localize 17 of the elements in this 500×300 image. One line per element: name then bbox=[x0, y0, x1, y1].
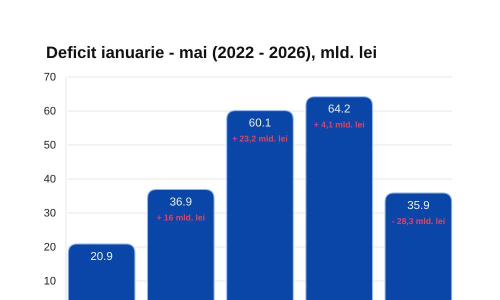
y-tick-label: 40 bbox=[44, 174, 56, 186]
data-label: 60.1 bbox=[248, 118, 272, 130]
y-tick-label: 20 bbox=[44, 242, 56, 254]
y-tick-label: 60 bbox=[44, 106, 56, 118]
y-tick-label: 30 bbox=[44, 208, 56, 220]
data-label: 20.9 bbox=[90, 250, 113, 263]
annotation: + 4,1 mld. lei bbox=[314, 120, 365, 130]
data-label: 36.9 bbox=[170, 196, 192, 209]
annotation: + 16 mld. lei bbox=[156, 212, 206, 223]
y-tick-label: 10 bbox=[44, 276, 56, 288]
data-label: 35.9 bbox=[407, 200, 430, 212]
data-label: 64.2 bbox=[328, 104, 350, 116]
annotation: + 23,2 mld. lei bbox=[232, 134, 288, 144]
chart-title: Deficit ianuarie - mai (2022 - 2026), mld. lei bbox=[46, 44, 378, 62]
y-tick-label: 70 bbox=[44, 72, 56, 84]
annotation: - 28,3 mld. lei bbox=[392, 216, 446, 226]
y-tick-label: 50 bbox=[44, 140, 56, 152]
